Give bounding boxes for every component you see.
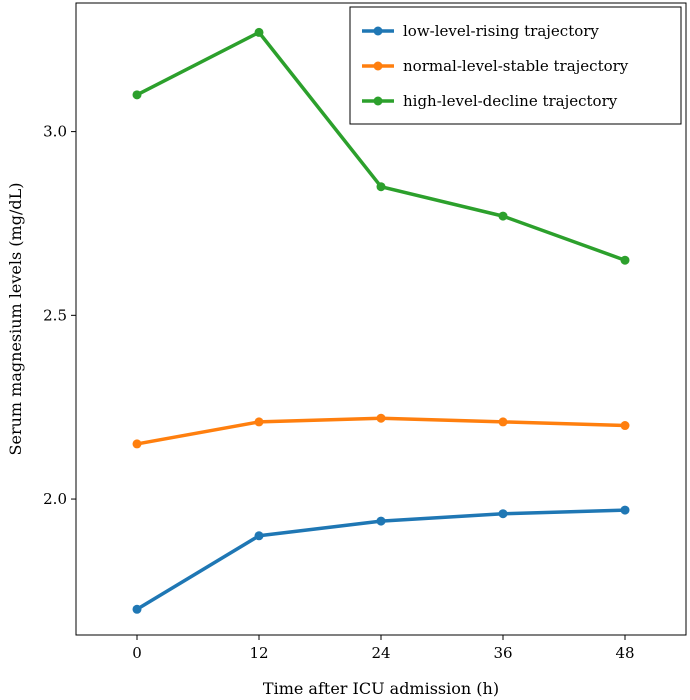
legend-entry-label: low-level-rising trajectory bbox=[403, 22, 599, 40]
x-tick-label: 0 bbox=[132, 644, 142, 662]
data-point bbox=[254, 531, 264, 541]
legend-swatch-marker bbox=[373, 61, 383, 71]
x-tick-label: 36 bbox=[493, 644, 512, 662]
data-point bbox=[132, 604, 142, 614]
legend: low-level-rising trajectory normal-level-… bbox=[349, 6, 682, 125]
x-tick-label: 12 bbox=[249, 644, 268, 662]
legend-swatch-marker bbox=[373, 96, 383, 106]
data-point bbox=[620, 421, 630, 431]
x-tick-label: 48 bbox=[615, 644, 634, 662]
series-layer bbox=[132, 27, 630, 614]
x-axis: 0 12 24 36 48 bbox=[132, 635, 635, 662]
data-point bbox=[376, 413, 386, 423]
data-point bbox=[620, 255, 630, 265]
legend-box bbox=[349, 6, 682, 125]
data-point bbox=[498, 211, 508, 221]
data-point bbox=[254, 417, 264, 427]
data-point bbox=[620, 505, 630, 515]
y-axis: 2.0 2.5 3.0 bbox=[43, 123, 76, 508]
data-point bbox=[376, 182, 386, 192]
y-tick-label: 2.5 bbox=[43, 306, 67, 324]
legend-entry-label: high-level-decline trajectory bbox=[403, 92, 618, 110]
legend-entry-label: normal-level-stable trajectory bbox=[403, 57, 629, 75]
data-point bbox=[498, 417, 508, 427]
legend-swatch-marker bbox=[373, 26, 383, 36]
data-point bbox=[132, 90, 142, 100]
y-tick-label: 3.0 bbox=[43, 123, 67, 141]
x-axis-label: Time after ICU admission (h) bbox=[263, 679, 499, 698]
y-tick-label: 2.0 bbox=[43, 490, 67, 508]
data-point bbox=[132, 439, 142, 449]
y-axis-label: Serum magnesium levels (mg/dL) bbox=[6, 183, 25, 456]
data-point bbox=[498, 509, 508, 519]
data-point bbox=[376, 516, 386, 526]
x-tick-label: 24 bbox=[371, 644, 390, 662]
data-point bbox=[254, 27, 264, 37]
